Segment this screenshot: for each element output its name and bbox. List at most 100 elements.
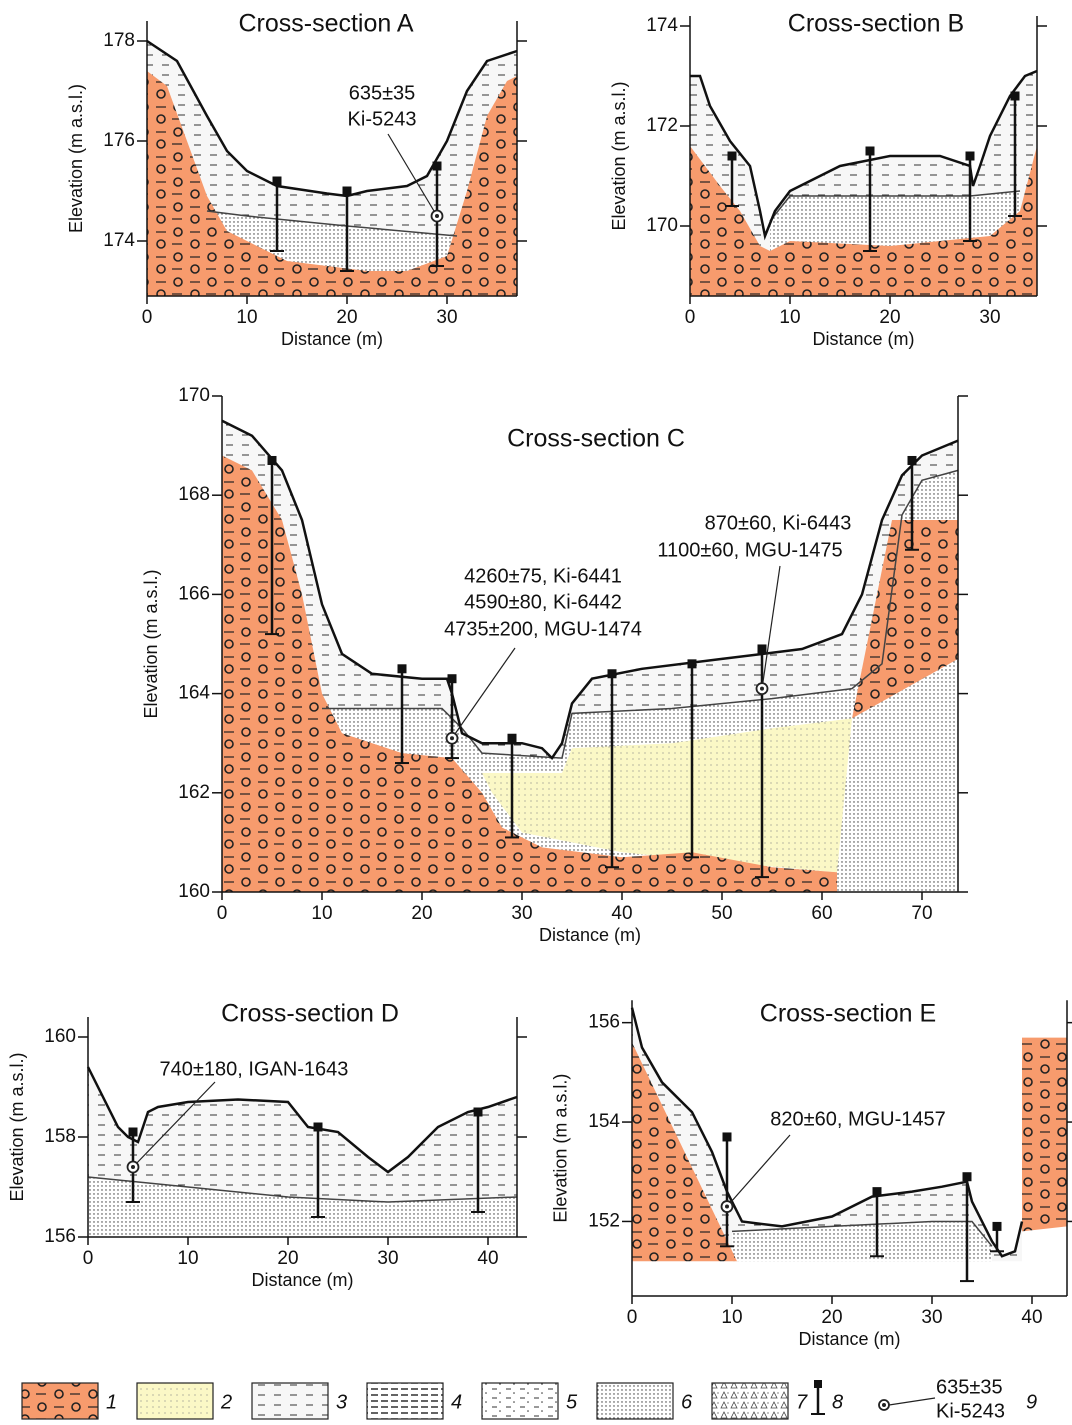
legend-swatch — [711, 1382, 789, 1420]
x-tick-label: 0 — [83, 1248, 94, 1269]
y-tick-label: 160 — [178, 881, 210, 902]
y-tick-label: 158 — [44, 1126, 76, 1147]
borehole-head — [727, 151, 737, 161]
legend-swatch — [21, 1382, 99, 1420]
x-tick-label: 50 — [711, 903, 732, 924]
borehole-head — [397, 664, 407, 674]
borehole-head — [272, 176, 282, 186]
ground-surface — [630, 1007, 1024, 1258]
legend-label: 1 — [106, 1391, 117, 1413]
y-tick-label: 178 — [103, 30, 135, 51]
x-tick-label: 0 — [685, 307, 696, 328]
y-tick-label: 160 — [44, 1026, 76, 1047]
cross-section-panel: 160 162 164 166 168 170 0 10 20 30 40 50 60 70 Cross-s… — [141, 385, 968, 945]
borehole-head — [865, 146, 875, 156]
sample-point-core — [725, 1204, 729, 1209]
leader-line — [132, 1081, 216, 1168]
x-tick-label: 0 — [217, 903, 228, 924]
x-tick-label: 40 — [1021, 1307, 1042, 1328]
borehole-head — [965, 151, 975, 161]
cross-section-panel: 174 176 178 0 10 20 30 Cross-section A Distance … — [66, 10, 527, 349]
x-tick-label: 70 — [911, 903, 932, 924]
legend-label: 5 — [566, 1391, 578, 1413]
borehole-head — [757, 644, 767, 654]
x-tick-label: 20 — [821, 1307, 842, 1328]
sample-point-core — [435, 214, 439, 218]
date-label: Ki-5243 — [348, 108, 417, 130]
panel-title: Cross-section D — [221, 1000, 399, 1028]
legend-sample-label: 635±35 — [936, 1376, 1003, 1398]
x-tick-label: 10 — [177, 1248, 198, 1269]
x-tick-label: 30 — [377, 1248, 398, 1269]
y-tick-label: 174 — [103, 230, 135, 251]
legend-sample-core — [882, 1403, 886, 1407]
legend-swatch — [366, 1382, 444, 1420]
borehole-head — [992, 1221, 1002, 1231]
ground-surface — [221, 419, 959, 761]
legend-label: 8 — [832, 1391, 843, 1413]
legend-swatch — [481, 1382, 559, 1420]
borehole-head — [687, 659, 697, 669]
bedrock — [852, 520, 958, 719]
x-tick-label: 20 — [277, 1248, 298, 1269]
borehole-head — [507, 733, 517, 743]
borehole-head — [473, 1107, 483, 1117]
date-label: 870±60, Ki-6443 — [705, 512, 852, 534]
y-axis-label: Elevation (m a.s.l.) — [141, 569, 161, 718]
sample-point-core — [760, 686, 764, 691]
legend-swatch — [136, 1382, 214, 1420]
y-axis-label: Elevation (m a.s.l.) — [551, 1074, 571, 1223]
x-tick-label: 30 — [921, 1307, 942, 1328]
date-label: 4260±75, Ki-6441 — [464, 565, 622, 587]
y-axis-label: Elevation (m a.s.l.) — [66, 84, 86, 233]
x-axis-label: Distance (m) — [812, 329, 914, 349]
layer-sand — [732, 1221, 992, 1262]
x-tick-label: 20 — [336, 307, 357, 328]
x-tick-label: 40 — [477, 1248, 498, 1269]
x-tick-label: 60 — [811, 903, 832, 924]
date-label: 740±180, IGAN-1643 — [160, 1058, 349, 1080]
x-axis-label: Distance (m) — [251, 1270, 353, 1290]
y-axis-label: Elevation (m a.s.l.) — [609, 81, 629, 230]
panel-title: Cross-section B — [788, 10, 964, 38]
x-tick-label: 20 — [411, 903, 432, 924]
date-label: 820±60, MGU-1457 — [770, 1108, 946, 1130]
y-tick-label: 152 — [588, 1210, 620, 1231]
date-label: 4735±200, MGU-1474 — [444, 618, 642, 640]
x-tick-label: 0 — [142, 307, 153, 328]
x-tick-label: 0 — [627, 1307, 638, 1328]
y-axis-label: Elevation (m a.s.l.) — [7, 1052, 27, 1201]
x-tick-label: 30 — [511, 903, 532, 924]
legend-label: 6 — [681, 1391, 693, 1413]
borehole-head — [342, 186, 352, 196]
date-label: 4590±80, Ki-6442 — [464, 591, 622, 613]
legend-sample-label: Ki-5243 — [936, 1400, 1005, 1422]
y-tick-label: 168 — [178, 484, 210, 505]
panel-title: Cross-section A — [238, 10, 413, 38]
layer-boundary — [206, 210, 458, 237]
borehole-head — [1010, 91, 1020, 101]
bedrock — [147, 71, 517, 296]
legend-label: 4 — [451, 1391, 462, 1413]
x-tick-label: 10 — [236, 307, 257, 328]
cross-section-panel: 170 172 174 0 10 20 30 Cross-section B Distance … — [609, 10, 1047, 349]
bedrock — [632, 1042, 737, 1262]
legend-leader — [888, 1397, 936, 1406]
legend-label: 7 — [796, 1391, 808, 1413]
legend-label: 3 — [336, 1391, 347, 1413]
borehole-head — [907, 455, 917, 465]
layer-boundary — [87, 1176, 518, 1203]
borehole-head — [607, 669, 617, 679]
x-tick-label: 20 — [879, 307, 900, 328]
borehole-head — [128, 1127, 138, 1137]
borehole-head — [432, 161, 442, 171]
x-tick-label: 30 — [979, 307, 1000, 328]
x-tick-label: 30 — [436, 307, 457, 328]
y-tick-label: 164 — [178, 683, 210, 704]
x-tick-label: 10 — [311, 903, 332, 924]
legend-borehole-head — [814, 1380, 822, 1388]
x-axis-label: Distance (m) — [539, 925, 641, 945]
sample-point-core — [450, 736, 454, 741]
legend-label: 9 — [1026, 1391, 1037, 1413]
